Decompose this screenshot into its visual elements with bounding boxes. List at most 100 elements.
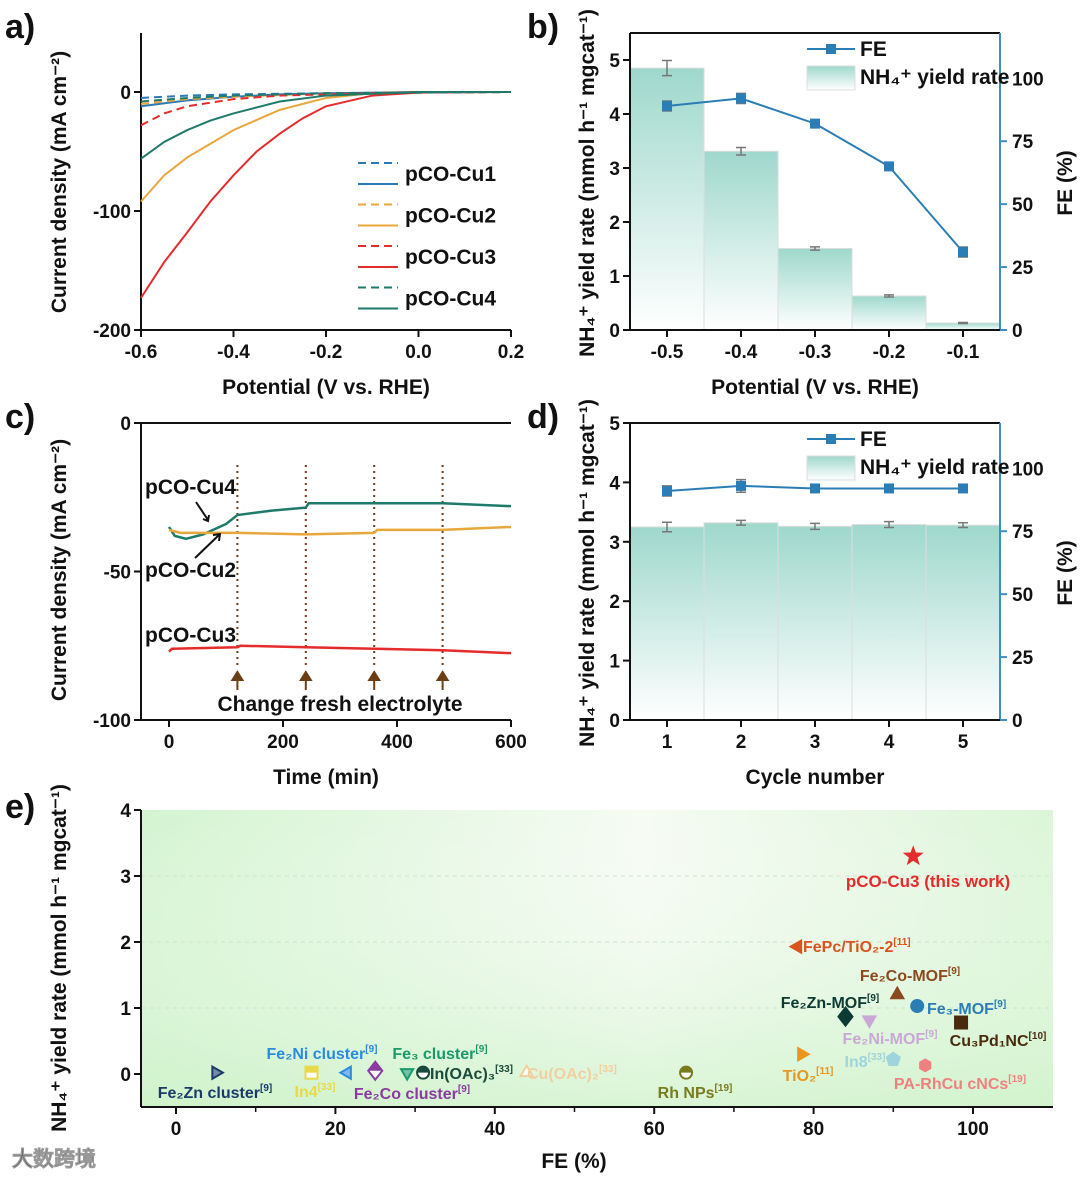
legend-bar-swatch [806, 455, 856, 481]
a-x-axis-tick-label: 0.2 [498, 342, 524, 363]
c-y-axis-tick-label: -100 [93, 711, 131, 732]
e-x-axis-tick-label: 60 [644, 1119, 665, 1140]
bar-error-bar [810, 246, 820, 251]
e-y-title: NH₄⁺ yield rate (mmol h⁻¹ mgcat⁻¹) [48, 784, 71, 1132]
legend-fe-label: FE [860, 38, 887, 61]
d-x-tick-label: 5 [958, 732, 969, 753]
e-point-label: In8[33] [845, 1052, 886, 1071]
panel-label: a) [5, 8, 35, 46]
c-x-axis-tick-label: 0 [164, 732, 175, 753]
b-y2-axis-tick-label: 0 [1012, 321, 1023, 342]
e-point-ref: [9] [365, 1044, 377, 1055]
b-y2-title: FE (%) [1054, 150, 1077, 215]
e-x-axis-tick-label: 100 [957, 1119, 989, 1140]
e-y-axis-tick-label: 4 [120, 801, 131, 822]
c-curve-pCO-Cu2 [168, 525, 512, 536]
c-annotation: Change fresh electrolyte [217, 693, 462, 716]
e-point-ref: [9] [867, 993, 879, 1004]
a-x-axis-tick-label: -0.2 [310, 342, 343, 363]
bar-error-bar [810, 522, 820, 531]
e-marker-hexagon [919, 1058, 932, 1073]
bar-error-bar [958, 522, 968, 529]
e-marker-square [954, 1015, 969, 1030]
legend-bar-label: NH₄⁺ yield rate [860, 66, 1009, 89]
e-marker-half-square-fill [305, 1066, 318, 1073]
e-marker-half-circle-fill [417, 1066, 430, 1073]
a-legend-label: pCO-Cu3 [405, 246, 496, 269]
fe-point [736, 93, 746, 104]
b-y-axis-tick-label: 4 [609, 105, 620, 126]
c-y-title: Current density (mA cm⁻²) [48, 439, 71, 701]
legend-fe-marker [826, 44, 836, 54]
d-x-tick-label: 2 [736, 732, 747, 753]
d-y2-axis-tick-label: 100 [1012, 459, 1044, 480]
e-x-axis-tick-label: 0 [171, 1119, 182, 1140]
e-y-axis-tick-label: 0 [120, 1065, 131, 1086]
b-y2-axis-tick-label: 50 [1012, 195, 1033, 216]
fe-point [810, 483, 820, 494]
c-y-axis-tick-label: -50 [104, 563, 131, 584]
bar-b [851, 295, 927, 331]
a-solid-curve-pCO-Cu4 [140, 91, 511, 160]
e-point-label: pCO-Cu3 (this work) [846, 872, 1010, 891]
panel-label: e) [5, 788, 35, 826]
a-y-axis-tick-label: -100 [93, 202, 131, 223]
c-arrow-icon [195, 501, 210, 523]
d-y-axis-tick-label: 1 [609, 652, 620, 673]
fe-point [884, 161, 894, 172]
panel-label: b) [527, 8, 559, 46]
fe-point [736, 480, 746, 491]
e-marker-tri-right [797, 1046, 811, 1062]
d-x-tick-label: 1 [662, 732, 673, 753]
e-marker-tri-right-half-fill [212, 1066, 223, 1079]
fe-point [810, 118, 820, 129]
e-y-axis-tick-label: 1 [120, 999, 131, 1020]
c-arrow-icon [194, 532, 222, 559]
b-y-axis-tick-label: 0 [609, 321, 620, 342]
e-point-name: Cu(OAc)₂ [527, 1066, 599, 1083]
a-legend-label: pCO-Cu4 [405, 288, 496, 311]
e-point-label: Cu₃Pd₁NC[10] [950, 1031, 1047, 1050]
e-point-name: In4 [295, 1084, 318, 1101]
e-background-shade [141, 810, 1053, 1107]
e-y-axis-tick-label: 3 [120, 867, 131, 888]
a-legend-label: pCO-Cu2 [405, 205, 496, 228]
e-point-label: TiO₂[11] [783, 1066, 834, 1085]
d-y-axis-tick-label: 4 [609, 473, 620, 494]
e-point-name: Fe₂Zn cluster [158, 1085, 260, 1102]
fe-point [662, 485, 672, 496]
legend-fe-marker [826, 434, 836, 444]
a-y-axis-tick-label: 0 [120, 83, 131, 104]
e-marker-circle [910, 999, 925, 1014]
bar-b [703, 150, 779, 331]
c-curve-pCO-Cu3 [168, 644, 512, 655]
e-point-ref: [9] [948, 966, 960, 977]
a-y-axis-tick-label: -200 [93, 321, 131, 342]
a-x-axis-tick-label: -0.4 [217, 342, 250, 363]
e-point-label: Fe₂Ni cluster[9] [267, 1044, 378, 1063]
e-x-axis-tick-label: 80 [803, 1119, 824, 1140]
bar-d [851, 524, 927, 721]
c-label-cu4: pCO-Cu4 [145, 476, 236, 499]
e-point-label: Fe₂Zn cluster[9] [158, 1083, 272, 1102]
e-point-name: Fe₃ cluster [392, 1046, 475, 1063]
e-point-label: Fe₂Co-MOF[9] [860, 966, 960, 985]
e-marker-diamond [837, 1005, 854, 1028]
legend-bar-label: NH₄⁺ yield rate [860, 456, 1009, 479]
e-point-name: In8 [845, 1054, 868, 1071]
legend-bar-swatch [806, 65, 856, 91]
e-point-label: Fe₂Zn-MOF[9] [781, 993, 879, 1012]
b-x-tick-label: -0.4 [725, 342, 758, 363]
a-x-axis-tick-label: 0.0 [405, 342, 431, 363]
e-marker-half-circle-fill [680, 1066, 693, 1073]
d-y2-axis-tick-label: 0 [1012, 711, 1023, 732]
b-y-axis-tick-label: 1 [609, 267, 620, 288]
e-point-name: Fe₂Ni cluster [267, 1046, 366, 1063]
d-x-title: Cycle number [746, 766, 885, 789]
panel-label: c) [5, 398, 35, 436]
e-point-name: In(OAc)₃ [430, 1066, 495, 1083]
c-label-cu2: pCO-Cu2 [145, 559, 236, 582]
d-y2-axis-tick-label: 50 [1012, 585, 1033, 606]
e-point-ref: [10] [1029, 1031, 1047, 1042]
b-x-tick-label: -0.3 [799, 342, 832, 363]
